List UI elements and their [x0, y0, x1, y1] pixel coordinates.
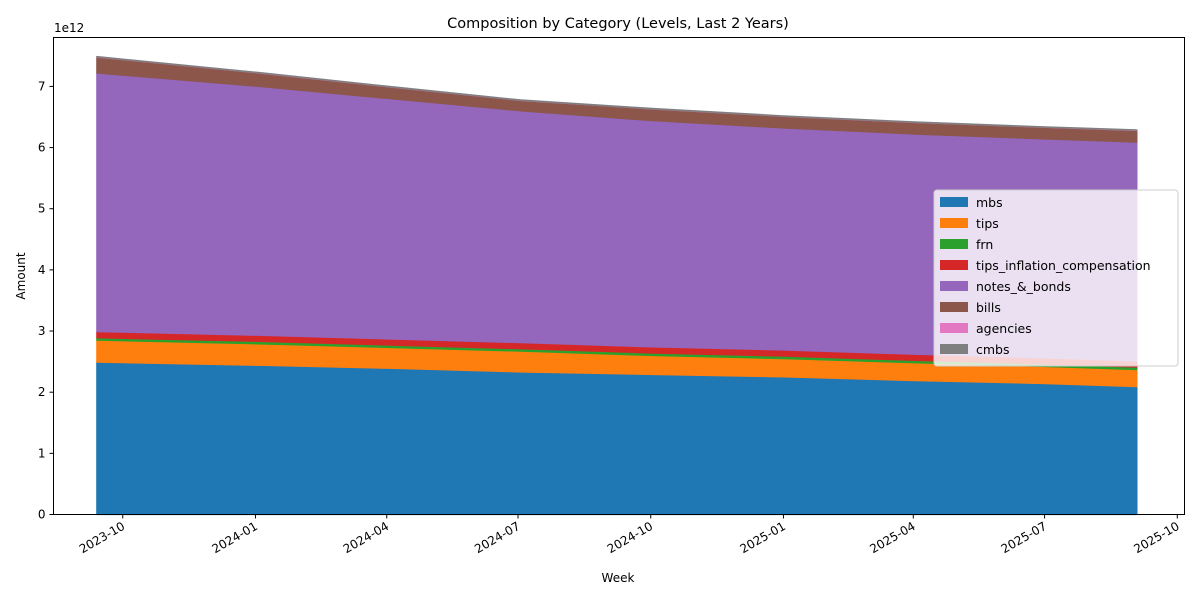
legend-swatch — [940, 218, 968, 228]
legend-swatch — [940, 344, 968, 354]
y-offset-text: 1e12 — [54, 21, 84, 35]
y-axis-label: Amount — [14, 252, 28, 299]
y-tick-label: 6 — [38, 141, 46, 155]
legend-swatch — [940, 323, 968, 333]
legend-swatch — [940, 239, 968, 249]
y-tick-label: 4 — [38, 263, 46, 277]
y-tick-label: 7 — [38, 79, 46, 93]
plot-frame — [53, 37, 1185, 515]
legend-label: bills — [976, 300, 1001, 315]
x-axis-label: Week — [602, 571, 635, 585]
legend-label: agencies — [976, 321, 1032, 336]
legend-label: cmbs — [976, 342, 1010, 357]
legend-box — [933, 189, 1179, 367]
legend-swatch — [940, 260, 968, 270]
area-series-group — [96, 55, 1138, 516]
legend: mbs tips frn tips_inflation_compensationnot… — [933, 189, 1179, 367]
area-mbs — [96, 361, 1138, 516]
legend-label: notes_&_bonds — [976, 279, 1071, 294]
legend-label: tips_inflation_compensation — [976, 258, 1151, 273]
y-tick-label: 5 — [38, 202, 46, 216]
legend-label: tips — [976, 216, 999, 231]
y-axis-ticks: 0 1 2 3 4 5 6 7 — [38, 79, 54, 522]
area-cmbs — [96, 55, 1138, 131]
chart-title: Composition by Category (Levels, Last 2 … — [447, 16, 789, 32]
legend-swatch — [940, 197, 968, 207]
legend-label: frn — [976, 237, 993, 252]
y-tick-label: 3 — [38, 324, 46, 338]
legend-swatch — [940, 302, 968, 312]
y-tick-label: 2 — [38, 385, 46, 399]
legend-swatch — [940, 281, 968, 291]
y-tick-label: 0 — [38, 508, 46, 522]
legend-label: mbs — [976, 195, 1003, 210]
y-tick-label: 1 — [38, 446, 46, 460]
